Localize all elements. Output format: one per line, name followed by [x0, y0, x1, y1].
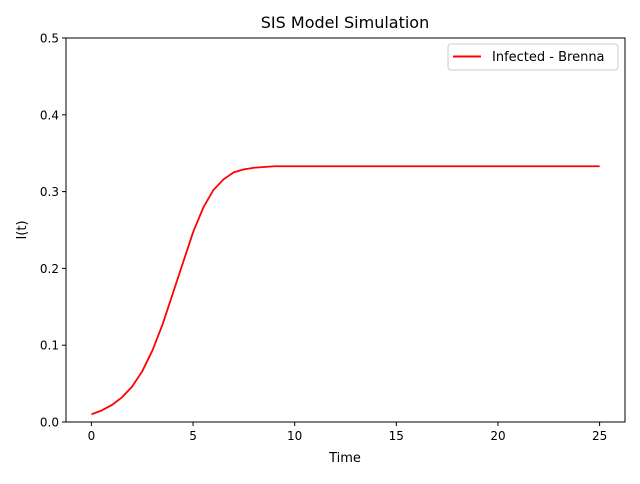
- y-tick-label: 0.4: [40, 108, 59, 122]
- x-tick-label: 25: [592, 429, 607, 443]
- y-tick-label: 0.5: [40, 32, 59, 46]
- y-tick-label: 0.1: [40, 339, 59, 353]
- x-axis-ticks: 0 5 10 15 20 25: [88, 422, 607, 443]
- axes-frame: [65, 37, 626, 423]
- series-line-infected: [91, 165, 600, 416]
- y-tick-label: 0.3: [40, 185, 59, 199]
- y-tick-label: 0.2: [40, 262, 59, 276]
- y-axis-ticks: 0.0 0.1 0.2 0.3 0.4 0.5: [40, 32, 66, 430]
- x-tick-label: 20: [490, 429, 505, 443]
- legend: Infected - Brenna: [447, 43, 619, 71]
- chart-title: SIS Model Simulation: [261, 13, 429, 32]
- legend-box: [447, 43, 619, 71]
- y-axis-label: I(t): [15, 220, 30, 239]
- x-axis-label: Time: [328, 451, 361, 466]
- series-layer: [91, 165, 600, 416]
- y-tick-label: 0.0: [40, 416, 59, 430]
- legend-label: Infected - Brenna: [492, 50, 605, 65]
- x-tick-label: 15: [389, 429, 404, 443]
- x-tick-label: 0: [88, 429, 96, 443]
- x-tick-label: 10: [287, 429, 302, 443]
- x-tick-label: 5: [189, 429, 197, 443]
